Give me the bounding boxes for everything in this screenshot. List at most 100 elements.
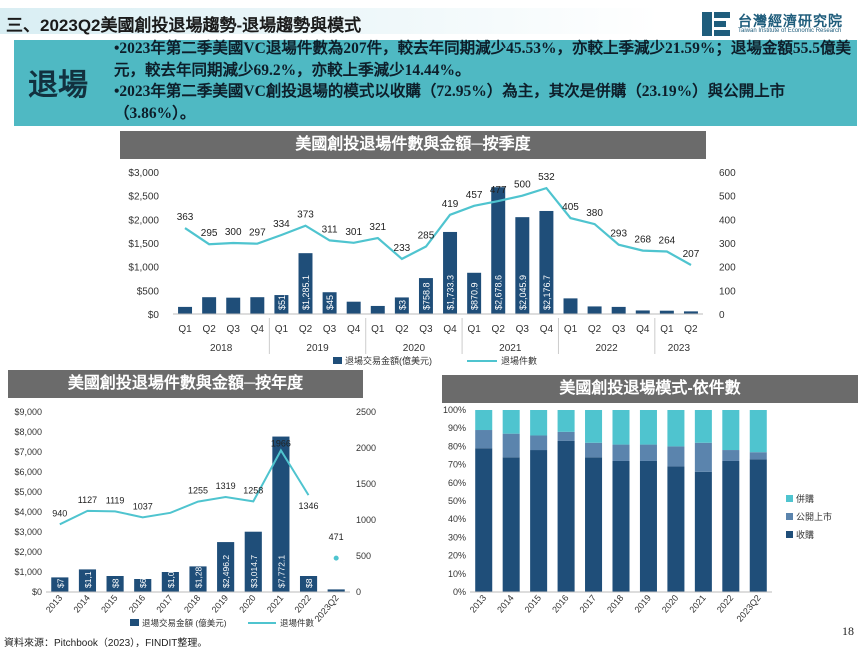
legend-bar-label: 退場交易金額 (億美元): [142, 618, 227, 628]
summary-box: 退場 •2023年第二季美國VC退場件數為207件，較去年同期減少45.53%，…: [14, 40, 857, 126]
x-tick-label: Q3: [323, 324, 337, 335]
left-tick-label: $6,000: [14, 467, 42, 477]
left-tick-label: $9,000: [14, 407, 42, 417]
stack-segment: [749, 452, 767, 460]
x-tick-label: 2022: [293, 593, 314, 615]
x-tick-label: 2016: [550, 593, 571, 615]
x-tick-label: 2020: [237, 593, 258, 615]
line-value-label: 300: [225, 227, 242, 238]
stack-segment: [722, 410, 740, 451]
bar-value-label: $3,014.7: [249, 555, 259, 588]
legend-label: 收購: [796, 529, 814, 540]
right-tick-label: 600: [719, 168, 736, 179]
bar: [189, 566, 207, 592]
stack-segment: [639, 444, 657, 461]
summary-label: 退場: [28, 69, 88, 102]
bar: [327, 589, 345, 592]
line-value-label: 1119: [106, 495, 125, 505]
legend-label: 公開上市: [796, 511, 832, 522]
bar-value-label: $7,772.1: [276, 555, 286, 588]
left-tick-label: $2,500: [128, 192, 159, 203]
right-tick-label: 1000: [356, 515, 376, 525]
x-tick-label: Q2: [395, 324, 409, 335]
bar: [250, 297, 265, 314]
summary-bullet-2: •2023年第二季美國VC創投退場的模式以收購（72.95%）為主，其次是併購（…: [114, 83, 786, 122]
right-tick-label: 400: [719, 215, 736, 226]
line-value-label: 1037: [133, 501, 153, 511]
logo: 台灣經濟研究院 Taiwan Institute of Economic Res…: [700, 10, 860, 38]
bar-value-label: $7: [55, 578, 65, 588]
left-tick-label: $2,000: [128, 215, 159, 226]
line-value-label: 1258: [243, 485, 263, 495]
bar: [106, 576, 124, 592]
x-group-label: 2022: [596, 343, 619, 354]
stack-segment: [667, 466, 685, 592]
x-tick-label: Q4: [636, 324, 650, 335]
bar-value-label: $2,496.2: [221, 555, 231, 588]
right-tick-label: 2000: [356, 443, 376, 453]
x-tick-label: Q1: [371, 324, 385, 335]
stack-segment: [749, 410, 767, 453]
x-tick-label: Q4: [540, 324, 554, 335]
x-tick-label: Q1: [660, 324, 674, 335]
x-tick-label: 2015: [99, 593, 120, 615]
stack-segment: [530, 435, 548, 451]
x-tick-label: 2017: [578, 593, 599, 615]
x-tick-label: 2020: [660, 593, 681, 615]
x-tick-label: 2019: [210, 593, 231, 615]
stack-segment: [722, 460, 740, 592]
y-tick-label: 90%: [448, 423, 466, 433]
legend-label: 併購: [796, 493, 814, 504]
summary-text: •2023年第二季美國VC退場件數為207件，較去年同期減少45.53%，亦較上…: [114, 38, 859, 124]
bar: [539, 210, 554, 314]
bar: [467, 272, 482, 314]
legend-bar-swatch: [130, 619, 139, 626]
line-value-label: 380: [586, 208, 603, 219]
x-group-label: 2019: [306, 343, 329, 354]
stack-segment: [585, 442, 603, 458]
chart-mode-title: 美國創投退場模式-依件數: [442, 375, 858, 403]
line-value-label: 321: [369, 222, 386, 233]
line-value-label: 297: [249, 228, 266, 239]
bar: [78, 569, 97, 592]
left-tick-label: $1,500: [128, 239, 159, 250]
stack-segment: [694, 410, 712, 443]
stack-segment: [530, 410, 548, 436]
line-value-label: 1319: [216, 481, 236, 491]
line-value-label: 1346: [299, 501, 319, 511]
stack-segment: [502, 457, 520, 592]
line-value-label: 405: [562, 202, 579, 213]
bar: [659, 310, 674, 314]
x-tick-label: Q2: [492, 324, 506, 335]
x-tick-label: Q3: [419, 324, 433, 335]
line-value-label: 471: [329, 532, 344, 542]
source-note: 資料來源：Pitchbook（2023），FINDIT整理。: [4, 638, 208, 649]
line-value-label: 457: [466, 190, 483, 201]
stack-segment: [475, 430, 493, 449]
x-tick-label: 2018: [605, 593, 626, 615]
line-value-label: 940: [52, 508, 67, 518]
x-tick-label: Q1: [467, 324, 481, 335]
x-tick-label: Q2: [588, 324, 602, 335]
left-tick-label: $0: [32, 587, 42, 597]
bar: [587, 306, 602, 314]
bar-value-label: $1,1: [83, 571, 93, 588]
right-tick-label: 0: [356, 587, 361, 597]
bar: [394, 297, 409, 314]
bar: [178, 306, 193, 314]
bar-value-label: $2,678.6: [494, 275, 504, 310]
legend-bar-label: 退場交易金額(億美元): [345, 355, 432, 366]
bar: [51, 577, 69, 592]
y-tick-label: 0%: [453, 587, 466, 597]
bar: [683, 311, 698, 314]
x-group-label: 2023: [668, 343, 691, 354]
stack-segment: [612, 460, 630, 592]
x-tick-label: Q2: [299, 324, 313, 335]
y-tick-label: 50%: [448, 496, 466, 506]
line-value-label: 1966: [271, 438, 291, 448]
stack-segment: [639, 460, 657, 592]
y-tick-label: 70%: [448, 460, 466, 470]
right-tick-label: 300: [719, 239, 736, 250]
bar: [346, 301, 361, 314]
line-value-label: 295: [201, 228, 218, 239]
